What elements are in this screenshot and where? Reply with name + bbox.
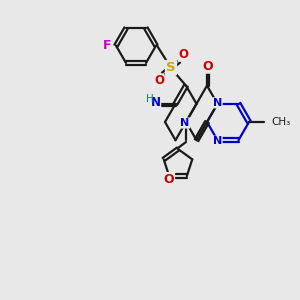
Text: O: O [164,172,175,186]
Text: N: N [151,96,160,109]
Text: N: N [213,98,222,108]
Text: O: O [154,74,164,87]
Text: N: N [213,136,222,146]
Text: F: F [103,39,111,52]
Text: O: O [203,60,213,73]
Text: S: S [166,61,176,74]
Text: N: N [180,118,190,128]
Text: O: O [178,48,188,61]
Text: H: H [146,94,153,104]
Text: CH₃: CH₃ [271,117,290,127]
